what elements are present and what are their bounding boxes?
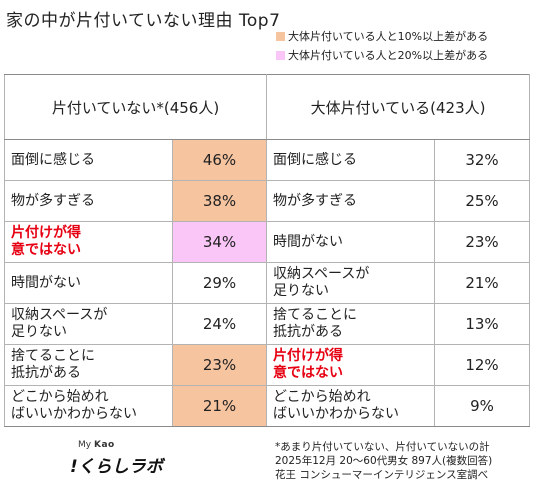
- chart-title: 家の中が片付いていない理由 Top7: [6, 11, 281, 31]
- row-value: 24%: [171, 303, 268, 345]
- kao-kurashi-lab-logo: My Kao !くらしラボ: [70, 440, 163, 485]
- logo-brand-text: くらしラボ: [77, 457, 163, 477]
- row-label: 時間がない: [4, 262, 173, 304]
- comparison-table: 片付いていない*(456人) 大体片付いている(423人) 面倒に感じる 46% 面…: [3, 74, 531, 427]
- row-label: 片付けが得 意ではない: [4, 221, 173, 263]
- logo-my-kao: My Kao: [78, 440, 115, 450]
- legend-item-10pct: 大体片付いている人と10%以上差がある: [276, 28, 488, 44]
- table-row: 捨てることに 抵抗がある 23% 片付けが得 意ではない 12%: [4, 344, 531, 386]
- footnotes: *あまり片付いていない、片付いていないの計 2025年12月 20～60代男女 …: [275, 440, 492, 482]
- logo-kao: Kao: [93, 440, 115, 450]
- table-row: 片付けが得 意ではない 34% 時間がない 23%: [4, 221, 531, 263]
- column-header-tidy: 大体片付いている(423人): [266, 74, 531, 140]
- table-row: 面倒に感じる 46% 面倒に感じる 32%: [4, 139, 531, 181]
- table-header-row: 片付いていない*(456人) 大体片付いている(423人): [3, 74, 531, 140]
- row-value: 21%: [434, 262, 531, 304]
- logo-brand: !くらしラボ: [70, 457, 163, 477]
- table-row: 物が多すぎる 38% 物が多すぎる 25%: [4, 180, 531, 222]
- row-value: 21%: [171, 385, 268, 427]
- row-value: 46%: [171, 139, 268, 181]
- row-value: 13%: [434, 303, 531, 345]
- row-label: 収納スペースが 足りない: [266, 262, 436, 304]
- row-label: 物が多すぎる: [266, 180, 436, 222]
- legend-label: 大体片付いている人と10%以上差がある: [288, 30, 489, 43]
- row-label: 物が多すぎる: [4, 180, 173, 222]
- legend-swatch-pink: [276, 50, 285, 60]
- row-value: 23%: [434, 221, 531, 263]
- footnote-line: 2025年12月 20～60代男女 897人(複数回答): [275, 455, 493, 467]
- footnote-line: *あまり片付いていない、片付いていないの計: [275, 441, 490, 453]
- row-label: 片付けが得 意ではない: [266, 344, 436, 386]
- table-row: 時間がない 29% 収納スペースが 足りない 21%: [4, 262, 531, 304]
- row-label: 面倒に感じる: [266, 139, 436, 181]
- row-label: 時間がない: [266, 221, 436, 263]
- legend-item-20pct: 大体片付いている人と20%以上差がある: [276, 47, 488, 63]
- table-row: 収納スペースが 足りない 24% 捨てることに 抵抗がある 13%: [4, 303, 531, 345]
- row-value: 38%: [171, 180, 268, 222]
- row-value: 12%: [434, 344, 531, 386]
- legend-label: 大体片付いている人と20%以上差がある: [288, 49, 489, 62]
- table-row: どこから始めれ ばいいかわからない 21% どこから始めれ ばいいかわからない 9%: [4, 385, 531, 427]
- row-label: 面倒に感じる: [4, 139, 173, 181]
- row-value: 34%: [171, 221, 268, 263]
- legend-swatch-orange: [276, 31, 285, 41]
- footnote-line: 花王 コンシューマーインテリジェンス室調べ: [275, 469, 489, 481]
- row-label: 捨てることに 抵抗がある: [266, 303, 436, 345]
- row-label: どこから始めれ ばいいかわからない: [266, 385, 436, 427]
- row-value: 9%: [434, 385, 531, 427]
- row-value: 29%: [171, 262, 268, 304]
- row-label: 収納スペースが 足りない: [4, 303, 173, 345]
- row-label: 捨てることに 抵抗がある: [4, 344, 173, 386]
- row-value: 32%: [434, 139, 531, 181]
- row-value: 25%: [434, 180, 531, 222]
- row-value: 23%: [171, 344, 268, 386]
- row-label: どこから始めれ ばいいかわからない: [4, 385, 173, 427]
- logo-my: My: [78, 440, 92, 450]
- column-header-not-tidy: 片付いていない*(456人): [3, 74, 268, 140]
